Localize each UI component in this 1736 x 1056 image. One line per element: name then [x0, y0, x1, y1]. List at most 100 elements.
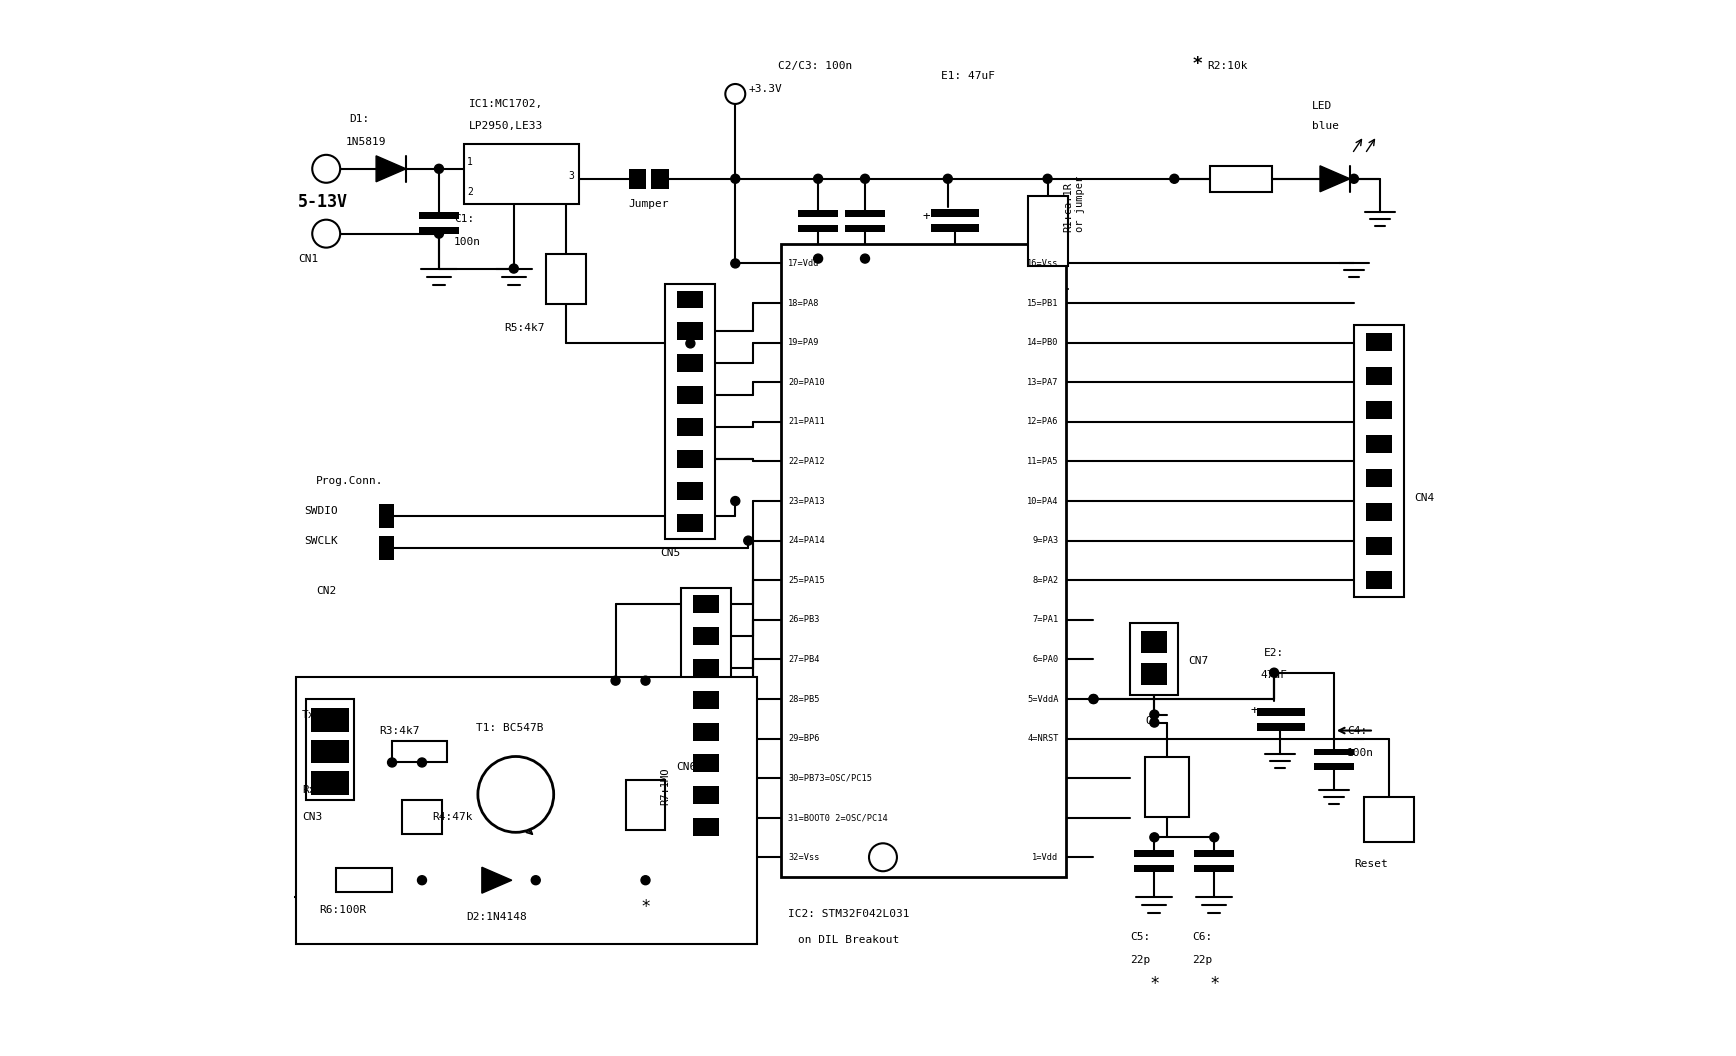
Circle shape [1210, 833, 1219, 842]
Circle shape [726, 84, 745, 103]
Bar [1028, 195, 1068, 266]
Text: Prog.Conn.: Prog.Conn. [316, 476, 384, 486]
Bar [1366, 571, 1392, 589]
Text: Reset: Reset [1354, 860, 1387, 869]
Bar [930, 224, 979, 231]
Text: 3: 3 [569, 171, 575, 181]
Text: CN4: CN4 [1413, 493, 1434, 503]
Text: CN2: CN2 [316, 586, 337, 596]
Text: C5:: C5: [1130, 932, 1151, 942]
Circle shape [1088, 695, 1097, 703]
Text: 31=BOOT0 2=OSC/PC14: 31=BOOT0 2=OSC/PC14 [788, 813, 887, 823]
Circle shape [641, 875, 649, 885]
Text: +: + [1250, 704, 1257, 717]
Text: D1:: D1: [349, 114, 370, 124]
Bar [1366, 469, 1392, 487]
Bar [1141, 663, 1167, 684]
Text: 18=PA8: 18=PA8 [788, 299, 819, 307]
Text: 6=PA0: 6=PA0 [1033, 655, 1059, 664]
Text: 22=PA12: 22=PA12 [788, 457, 825, 466]
Text: 1=Vdd: 1=Vdd [1033, 853, 1059, 862]
Bar [1366, 367, 1392, 385]
Bar [1366, 435, 1392, 453]
Bar [693, 659, 719, 677]
Text: LED: LED [1312, 101, 1332, 111]
Text: 4=NRST: 4=NRST [1028, 734, 1059, 743]
Bar [651, 169, 670, 189]
Bar [1364, 797, 1413, 843]
Bar [693, 627, 719, 645]
Text: 21=PA11: 21=PA11 [788, 417, 825, 427]
Bar [677, 514, 703, 532]
Bar [1146, 757, 1189, 817]
Text: C4:: C4: [1347, 725, 1368, 736]
Bar [677, 418, 703, 436]
Text: 29=BP6: 29=BP6 [788, 734, 819, 743]
Polygon shape [377, 156, 406, 182]
Text: C2/C3: 100n: C2/C3: 100n [778, 61, 852, 71]
Bar [1141, 630, 1167, 653]
Text: CN1: CN1 [299, 253, 318, 264]
Text: 28=PB5: 28=PB5 [788, 695, 819, 703]
Bar [1366, 503, 1392, 521]
Circle shape [814, 174, 823, 184]
Bar [677, 322, 703, 340]
Bar [693, 818, 719, 836]
Circle shape [611, 676, 620, 685]
Bar [297, 677, 757, 944]
Text: R1:ca.1R
or jumper: R1:ca.1R or jumper [1064, 175, 1085, 231]
Text: R4:47k: R4:47k [432, 812, 472, 823]
Text: R5:4k7: R5:4k7 [503, 323, 545, 334]
Text: 26=PB3: 26=PB3 [788, 616, 819, 624]
Text: C6:: C6: [1193, 932, 1212, 942]
Text: C1:: C1: [453, 213, 474, 224]
Text: LP2950,LE33: LP2950,LE33 [469, 120, 543, 131]
Text: 23=PA13: 23=PA13 [788, 496, 825, 506]
Text: 15=PB1: 15=PB1 [1028, 299, 1059, 307]
Text: 7=PA1: 7=PA1 [1033, 616, 1059, 624]
Text: 1: 1 [467, 156, 472, 167]
Bar [682, 588, 731, 844]
Bar [625, 780, 665, 830]
Text: 11=PA5: 11=PA5 [1028, 457, 1059, 466]
Text: blue: blue [1312, 120, 1338, 131]
Circle shape [870, 844, 898, 871]
Text: *: * [1193, 55, 1201, 73]
Bar [311, 772, 349, 795]
Circle shape [814, 254, 823, 263]
Bar [1366, 334, 1392, 352]
Text: E2:: E2: [1264, 647, 1285, 658]
Bar [1257, 722, 1305, 731]
Text: 100n: 100n [453, 237, 481, 247]
Circle shape [387, 758, 396, 767]
Text: IC2: STM32F042L031: IC2: STM32F042L031 [788, 909, 910, 919]
Text: R3:4k7: R3:4k7 [378, 725, 420, 736]
Circle shape [1149, 833, 1160, 842]
Circle shape [1043, 174, 1052, 184]
Circle shape [731, 174, 740, 184]
Text: CN7: CN7 [1187, 656, 1208, 665]
Bar [1314, 763, 1354, 771]
Bar [1130, 623, 1179, 695]
Text: 12=PA6: 12=PA6 [1028, 417, 1059, 427]
Polygon shape [483, 867, 512, 893]
Text: 30=PB73=OSC/PC15: 30=PB73=OSC/PC15 [788, 774, 871, 782]
Bar [378, 536, 394, 560]
Bar [677, 355, 703, 373]
Circle shape [1088, 695, 1097, 703]
Bar [677, 290, 703, 308]
Text: 1N5819: 1N5819 [345, 137, 387, 147]
Bar [1257, 708, 1305, 716]
Text: CN3: CN3 [302, 812, 323, 823]
Text: 100n: 100n [1347, 748, 1373, 757]
Circle shape [861, 174, 870, 184]
Bar [1366, 538, 1392, 555]
Bar [693, 754, 719, 772]
Text: SWCLK: SWCLK [304, 536, 339, 546]
Circle shape [943, 174, 953, 184]
Bar [418, 227, 458, 233]
Text: 27=PB4: 27=PB4 [788, 655, 819, 664]
Circle shape [1269, 668, 1279, 677]
Text: 5-13V: 5-13V [299, 193, 349, 211]
Text: *: * [641, 899, 649, 917]
